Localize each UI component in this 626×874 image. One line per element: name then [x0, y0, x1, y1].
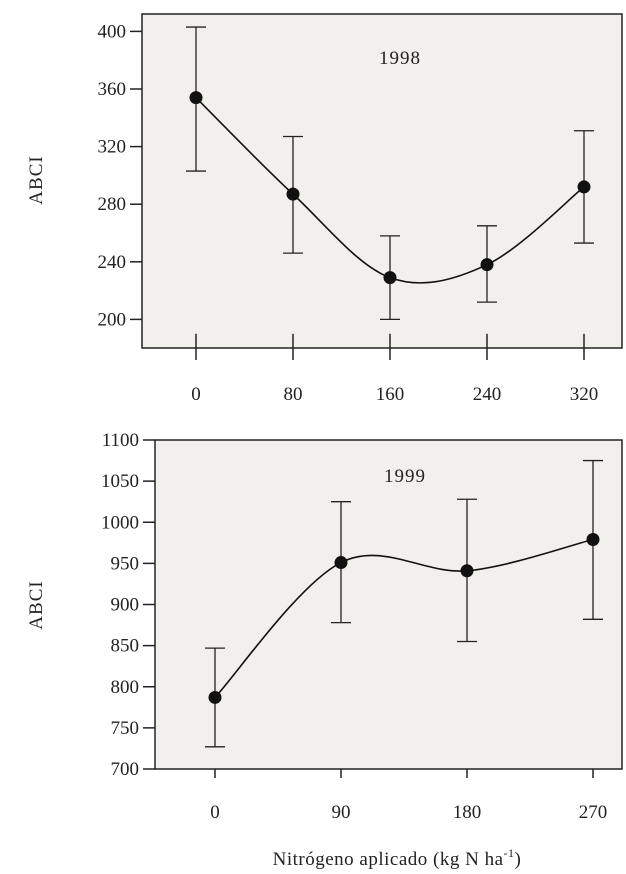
x-tick-label: 270 [579, 802, 608, 823]
x-axis-title-main: Nitrógeno aplicado (kg N ha [273, 849, 504, 870]
y-tick-label: 800 [111, 677, 140, 698]
y-tick-label: 950 [111, 553, 140, 574]
data-point [208, 690, 222, 704]
x-tick-label: 180 [453, 802, 482, 823]
data-point [577, 180, 591, 194]
y-tick-label: 850 [111, 636, 140, 657]
data-point [286, 187, 300, 201]
y-tick-label: 200 [98, 309, 127, 330]
y-tick-label: 400 [98, 21, 127, 42]
x-tick-label: 0 [191, 384, 201, 405]
y-tick-label: 750 [111, 718, 140, 739]
y-tick-label: 240 [98, 252, 127, 273]
x-tick-label: 320 [570, 384, 599, 405]
data-point [189, 91, 203, 105]
x-tick-label: 90 [332, 802, 351, 823]
marks-1999: 700 750 800 850 900 950 1000 1050 1100 0 90 180 270 [101, 430, 607, 823]
y-tick-label: 360 [98, 79, 127, 100]
x-tick-label: 160 [376, 384, 405, 405]
y-tick-label: 280 [98, 194, 127, 215]
plot-area-1999 [154, 439, 623, 770]
y-tick-label: 320 [98, 137, 127, 158]
x-axis-title-superscript: -1 [504, 846, 515, 860]
plot-area-1998 [141, 13, 623, 349]
chart-1999: 1999 ABCI 700750800850900950100010501100… [26, 430, 623, 823]
data-point [480, 258, 494, 272]
y-axis-title-1998: ABCI [26, 155, 47, 204]
x-tick-label: 80 [284, 384, 303, 405]
chart-1998: 1998 ABCI 200 240 280 320 360 400 0 80 160 240 320 [26, 13, 623, 405]
y-tick-label: 1050 [101, 471, 139, 492]
year-label-1998: 1998 [379, 48, 421, 69]
data-point [460, 564, 474, 578]
y-tick-label: 1000 [101, 512, 139, 533]
x-tick-label: 240 [473, 384, 502, 405]
x-tick-label: 0 [210, 802, 220, 823]
y-axis-title-1999: ABCI [26, 580, 47, 629]
y-tick-label: 700 [111, 759, 140, 780]
x-axis-title-close: ) [515, 849, 522, 870]
year-label-1999: 1999 [384, 466, 426, 487]
marks-1998: 200 240 280 320 360 400 0 80 160 240 320 [98, 21, 599, 405]
data-point [586, 533, 600, 547]
y-tick-label: 1100 [102, 430, 139, 451]
x-axis-title: Nitrógeno aplicado (kg N ha-1) [273, 846, 522, 870]
data-point [383, 271, 397, 285]
y-tick-label: 900 [111, 595, 140, 616]
data-point [334, 556, 348, 570]
fit-curve-1999 [214, 538, 594, 698]
